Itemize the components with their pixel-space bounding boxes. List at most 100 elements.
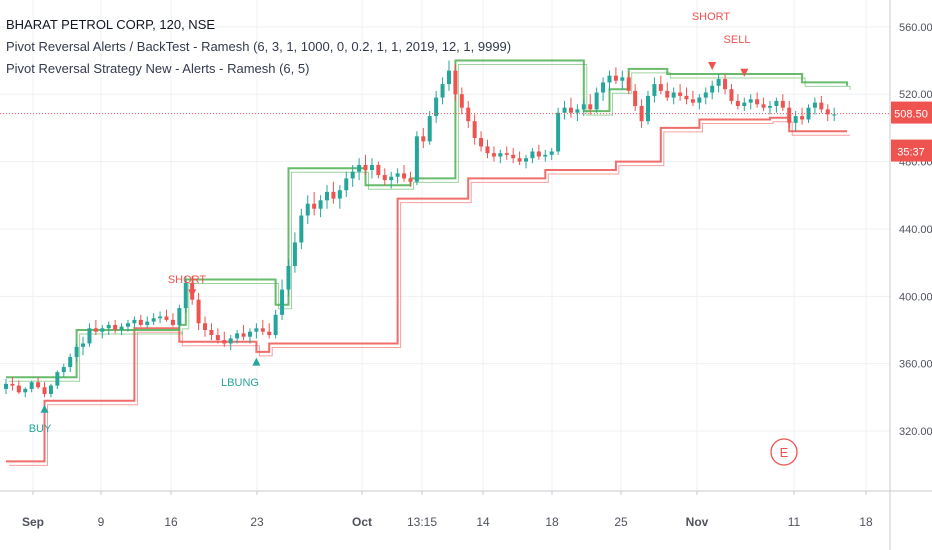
candle — [350, 164, 355, 187]
candle — [787, 100, 792, 128]
candle — [81, 336, 86, 356]
candle-body — [42, 387, 47, 394]
candle-body — [228, 338, 233, 344]
candle-body — [485, 146, 490, 154]
candle — [466, 100, 471, 128]
candle-body — [742, 102, 747, 106]
signal-arrow — [708, 62, 717, 70]
candle — [363, 154, 368, 176]
candle-body — [575, 109, 580, 113]
candle — [575, 104, 580, 122]
candle-body — [325, 191, 329, 201]
candle — [780, 94, 785, 112]
candle-body — [125, 323, 130, 327]
candle-body — [292, 242, 297, 266]
candle-body — [119, 326, 124, 330]
candle-body — [344, 178, 349, 191]
candle — [646, 90, 650, 125]
candle-body — [832, 114, 837, 116]
candle — [318, 195, 323, 218]
candle-body — [48, 385, 53, 394]
candle — [530, 148, 535, 164]
candle — [812, 97, 817, 115]
time-tick-label: 18 — [545, 515, 559, 529]
candle — [357, 158, 362, 181]
candle — [312, 191, 317, 216]
candle-body — [215, 335, 220, 341]
candle-body — [408, 178, 413, 182]
candle — [491, 146, 496, 162]
candle-body — [10, 383, 15, 386]
candle — [408, 171, 413, 187]
earnings-circle — [770, 438, 798, 466]
candle-body — [639, 106, 644, 122]
candle-body — [716, 79, 721, 86]
candle — [825, 104, 830, 122]
signal-markers: BUY SHORT LBUNG SHORT SELL — [29, 11, 751, 435]
candle — [594, 87, 599, 113]
candle — [536, 144, 541, 160]
candle — [151, 313, 156, 325]
candle — [498, 149, 503, 164]
candle — [203, 316, 208, 337]
candle — [93, 319, 98, 336]
candle-body — [819, 102, 824, 110]
candle-body — [369, 164, 374, 170]
time-tick-label: Nov — [686, 515, 709, 529]
candle-body — [440, 84, 445, 98]
time-tick-label: 25 — [614, 515, 628, 529]
candle-body — [581, 104, 586, 110]
candle — [735, 94, 740, 110]
candle-body — [312, 203, 317, 209]
candle — [395, 168, 400, 184]
candle — [658, 75, 663, 95]
candle-body — [562, 107, 567, 113]
candle — [4, 378, 8, 394]
candle-body — [209, 330, 214, 336]
candle-body — [491, 153, 496, 157]
candle — [588, 94, 593, 115]
band-line — [9, 121, 850, 466]
candle — [767, 100, 772, 115]
candle-body — [524, 158, 529, 162]
candle — [819, 95, 824, 113]
candle-body — [395, 173, 400, 177]
last-price-label: 508.50 — [894, 109, 928, 121]
signal-arrow — [40, 404, 49, 413]
signal-label: LBUNG — [221, 377, 259, 389]
candle — [138, 314, 143, 327]
countdown-tag — [891, 139, 932, 162]
candle — [247, 328, 252, 344]
candle — [556, 107, 561, 155]
earnings-label: E — [780, 445, 789, 460]
candle — [453, 63, 458, 101]
candle — [434, 90, 439, 123]
candle — [241, 324, 246, 341]
price-tick-label: 560.00 — [899, 22, 932, 34]
candle-body — [350, 171, 355, 179]
candle-body — [138, 319, 143, 325]
candle — [215, 328, 220, 344]
candle-body — [613, 75, 618, 81]
price-tick-label: 440.00 — [899, 224, 932, 236]
candle — [459, 87, 464, 115]
candle-body — [4, 383, 8, 389]
candle-body — [164, 316, 169, 320]
candle-body — [235, 333, 240, 339]
candle — [177, 304, 182, 329]
candle-body — [183, 282, 188, 309]
signal-label: SHORT — [168, 274, 207, 286]
candle-body — [517, 158, 522, 162]
candle — [113, 319, 118, 334]
earnings-marker[interactable]: E — [770, 438, 798, 466]
candle — [517, 151, 522, 165]
candle-body — [36, 382, 41, 388]
candle — [601, 77, 606, 101]
candle — [36, 377, 41, 389]
time-tick-label: 11 — [788, 515, 801, 529]
candle — [755, 92, 760, 108]
candle-body — [61, 367, 66, 373]
candle — [806, 104, 811, 123]
candle-body — [697, 97, 702, 103]
